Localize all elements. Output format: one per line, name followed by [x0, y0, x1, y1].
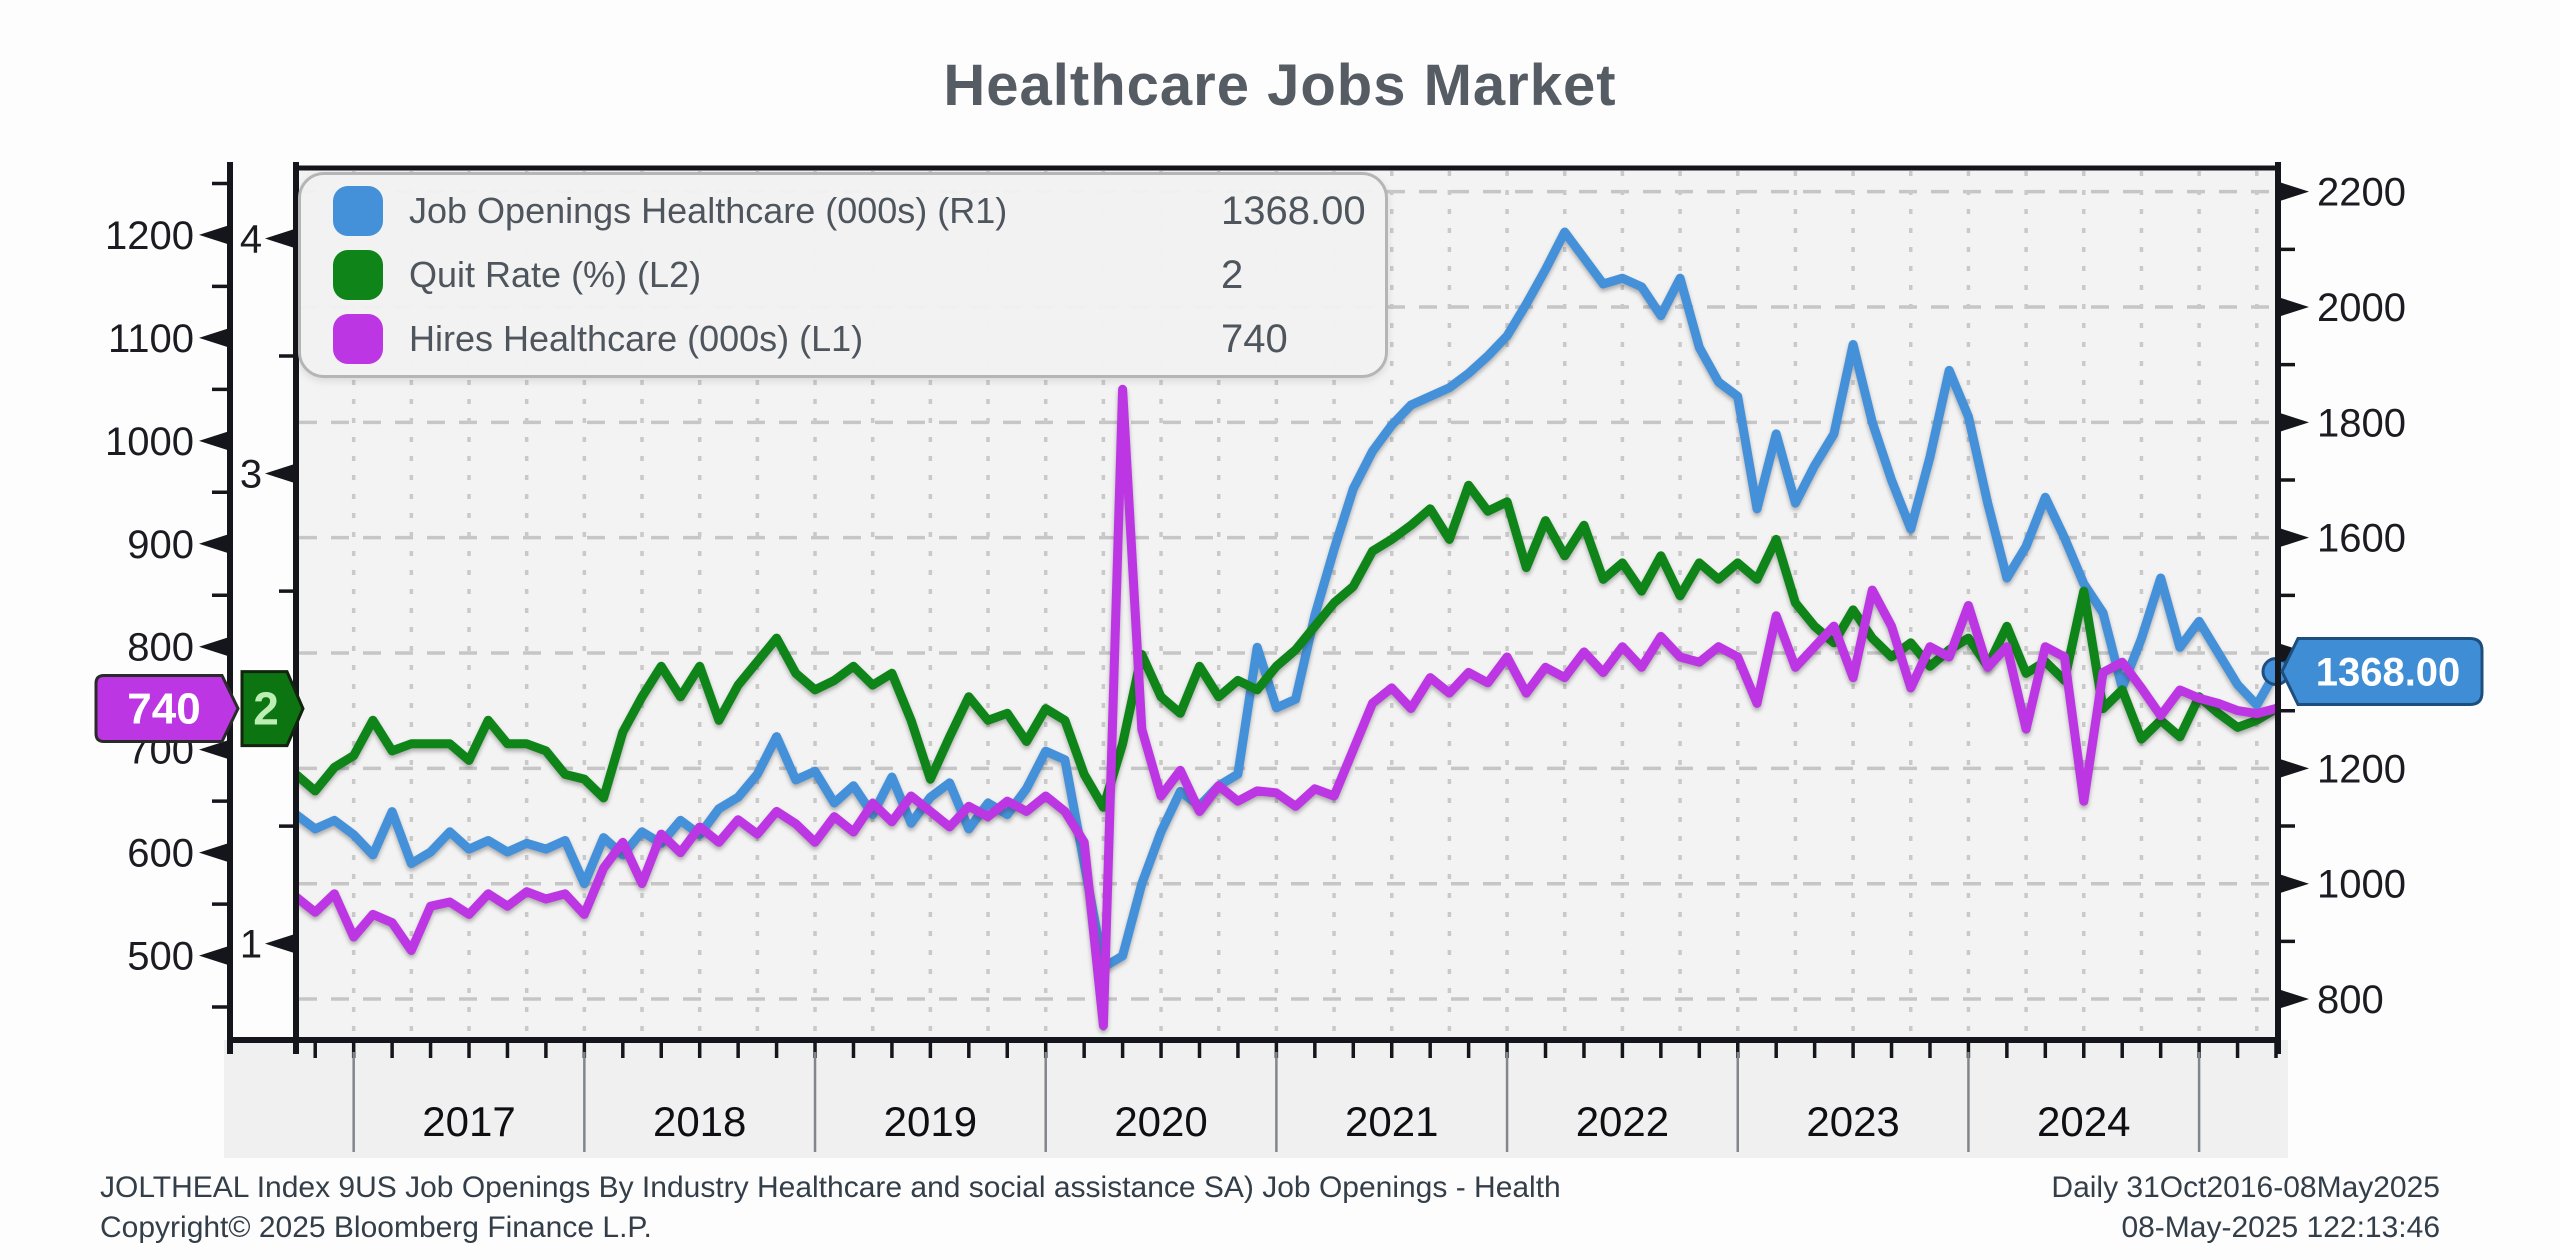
axis-arrow-tick-icon [2281, 528, 2309, 547]
legend-label: Hires Healthcare (000s) (L1) [409, 318, 864, 359]
legend-box[interactable]: Job Openings Healthcare (000s) (R1) 1368… [298, 172, 1388, 378]
axis-arrow-tick-icon [2281, 182, 2309, 201]
legend-swatch-purple-icon [333, 314, 383, 364]
axis-tick-label: 1100 [108, 317, 194, 361]
axis-value-tags: 740 2 1368.00 [94, 636, 2484, 748]
axis-tick-label: 2018 [653, 1098, 746, 1145]
axis-arrow-tick-icon [265, 229, 293, 248]
axis-tick-label: 500 [127, 935, 194, 979]
footer-index-line: JOLTHEAL Index 9US Job Openings By Indus… [100, 1171, 1561, 1204]
page-title: Healthcare Jobs Market [943, 53, 1617, 118]
footer-timestamp: 08-May-2025 122:13:46 [2121, 1211, 2440, 1244]
axis-tick-label: 2021 [1345, 1098, 1438, 1145]
footer-security-info: JOLTHEAL Index 9US Job Openings By Indus… [100, 1168, 1561, 1248]
axis-tick-label: 900 [127, 523, 194, 567]
axis-arrow-tick-icon [199, 328, 227, 347]
axis-tick-label: 2000 [2317, 286, 2406, 330]
x-axis-band [224, 1040, 2288, 1158]
axis-tick-label: 1000 [2317, 863, 2406, 907]
legend-value: 2 [1221, 252, 1244, 297]
axis-tick-label: 1000 [105, 420, 194, 464]
axis-arrow-tick-icon [199, 534, 227, 553]
legend-value: 1368.00 [1221, 188, 1366, 233]
value-tag [2280, 636, 2484, 706]
axis-tick-label: 2024 [2037, 1098, 2130, 1145]
axis-tick-label: 4 [240, 218, 262, 262]
axis-arrow-tick-icon [2281, 413, 2309, 432]
legend-label: Quit Rate (%) (L2) [409, 254, 702, 295]
axis-tick-label: 2017 [422, 1098, 515, 1145]
axis-arrow-tick-icon [199, 946, 227, 965]
axis-tick-label: 1200 [2317, 747, 2406, 791]
axis-arrow-tick-icon [265, 464, 293, 483]
legend-value: 740 [1221, 316, 1288, 361]
axis-arrow-tick-icon [2281, 297, 2309, 316]
axis-arrow-tick-icon [2281, 990, 2309, 1009]
axis-tick-label: 600 [127, 832, 194, 876]
axes-frame [227, 162, 2281, 1054]
legend-label: Job Openings Healthcare (000s) (R1) [409, 190, 1008, 231]
axis-tick-label: 1800 [2317, 401, 2406, 445]
footer-copyright: Copyright© 2025 Bloomberg Finance L.P. [100, 1211, 652, 1244]
legend-item-quit-rate[interactable]: Quit Rate (%) (L2) 2 [301, 247, 1385, 303]
value-tag [94, 673, 240, 743]
axis-arrow-tick-icon [199, 843, 227, 862]
axis-arrow-tick-icon [199, 225, 227, 244]
value-tag-text: 1368.00 [2316, 650, 2461, 694]
value-tag-text: 2 [253, 683, 279, 735]
axis-arrow-tick-icon [265, 934, 293, 953]
axis-tick-label: 2023 [1806, 1098, 1899, 1145]
axis-tick-label: 2022 [1576, 1098, 1669, 1145]
axis-tick-label: 2019 [884, 1098, 977, 1145]
series-line-L1[interactable] [296, 384, 2278, 1031]
axis-tick-label: 800 [127, 626, 194, 670]
axis-arrow-tick-icon [199, 431, 227, 450]
axis-tick-label: 1200 [105, 214, 194, 258]
axis-x: 2017 2018 2019 2020 2021 2022 2023 2024 [313, 1043, 2278, 1152]
footer-date-range: Daily 31Oct2016-08May2025 [2051, 1171, 2440, 1204]
axis-tick-label: 2200 [2317, 171, 2406, 215]
legend-item-job-openings[interactable]: Job Openings Healthcare (000s) (R1) 1368… [301, 183, 1385, 239]
legend-swatch-blue-icon [333, 186, 383, 236]
axis-tick-label: 1 [240, 923, 262, 967]
axis-r1: 8001000120014001600180020002200 [2278, 171, 2406, 1022]
axis-arrow-tick-icon [199, 637, 227, 656]
value-tag [240, 670, 305, 748]
axis-arrow-tick-icon [199, 740, 227, 759]
axis-arrow-tick-icon [2281, 759, 2309, 778]
axis-tick-label: 3 [240, 453, 262, 497]
axis-arrow-tick-icon [2281, 874, 2309, 893]
axis-tick-label: 1600 [2317, 517, 2406, 561]
axis-tick-label: 2020 [1114, 1098, 1207, 1145]
legend-item-hires[interactable]: Hires Healthcare (000s) (L1) 740 [301, 311, 1385, 367]
legend-swatch-green-icon [333, 250, 383, 300]
footer-range-info: Daily 31Oct2016-08May2025 08-May-2025 12… [2051, 1168, 2440, 1248]
axis-l2: 1 2 3 4 [240, 218, 296, 967]
axis-tick-label: 800 [2317, 978, 2384, 1022]
series-lines [296, 227, 2278, 1031]
value-tag-text: 740 [127, 684, 200, 733]
